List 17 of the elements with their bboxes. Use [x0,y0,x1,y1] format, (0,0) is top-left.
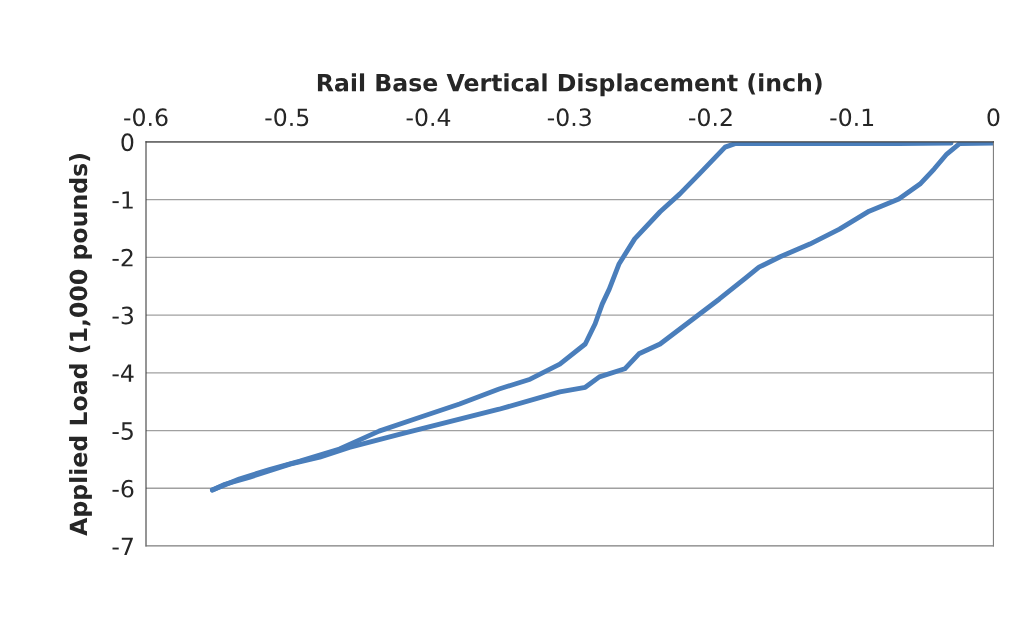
y-tick-label: -7 [112,537,133,556]
x-tick-label: -0.3 [547,108,591,127]
y-tick-label: -2 [112,248,133,267]
y-tick-label: -3 [112,306,133,325]
x-tick-label: 0 [987,108,1000,127]
y-tick-label: 0 [121,133,134,152]
x-tick-label: -0.1 [830,108,874,127]
y-axis-title: Applied Load (1,000 pounds) [69,154,92,536]
y-tick-label: -1 [112,191,133,209]
x-tick-label: -0.2 [689,108,732,127]
x-tick-label: -0.5 [265,108,309,127]
y-tick-label: -4 [112,364,134,382]
x-axis-title: Rail Base Vertical Displacement (inch) [317,73,822,97]
x-tick-label: -0.4 [406,108,451,127]
y-tick-label: -6 [112,479,134,498]
x-tick-label: -0.6 [124,108,168,127]
y-tick-label: -5 [112,422,133,440]
